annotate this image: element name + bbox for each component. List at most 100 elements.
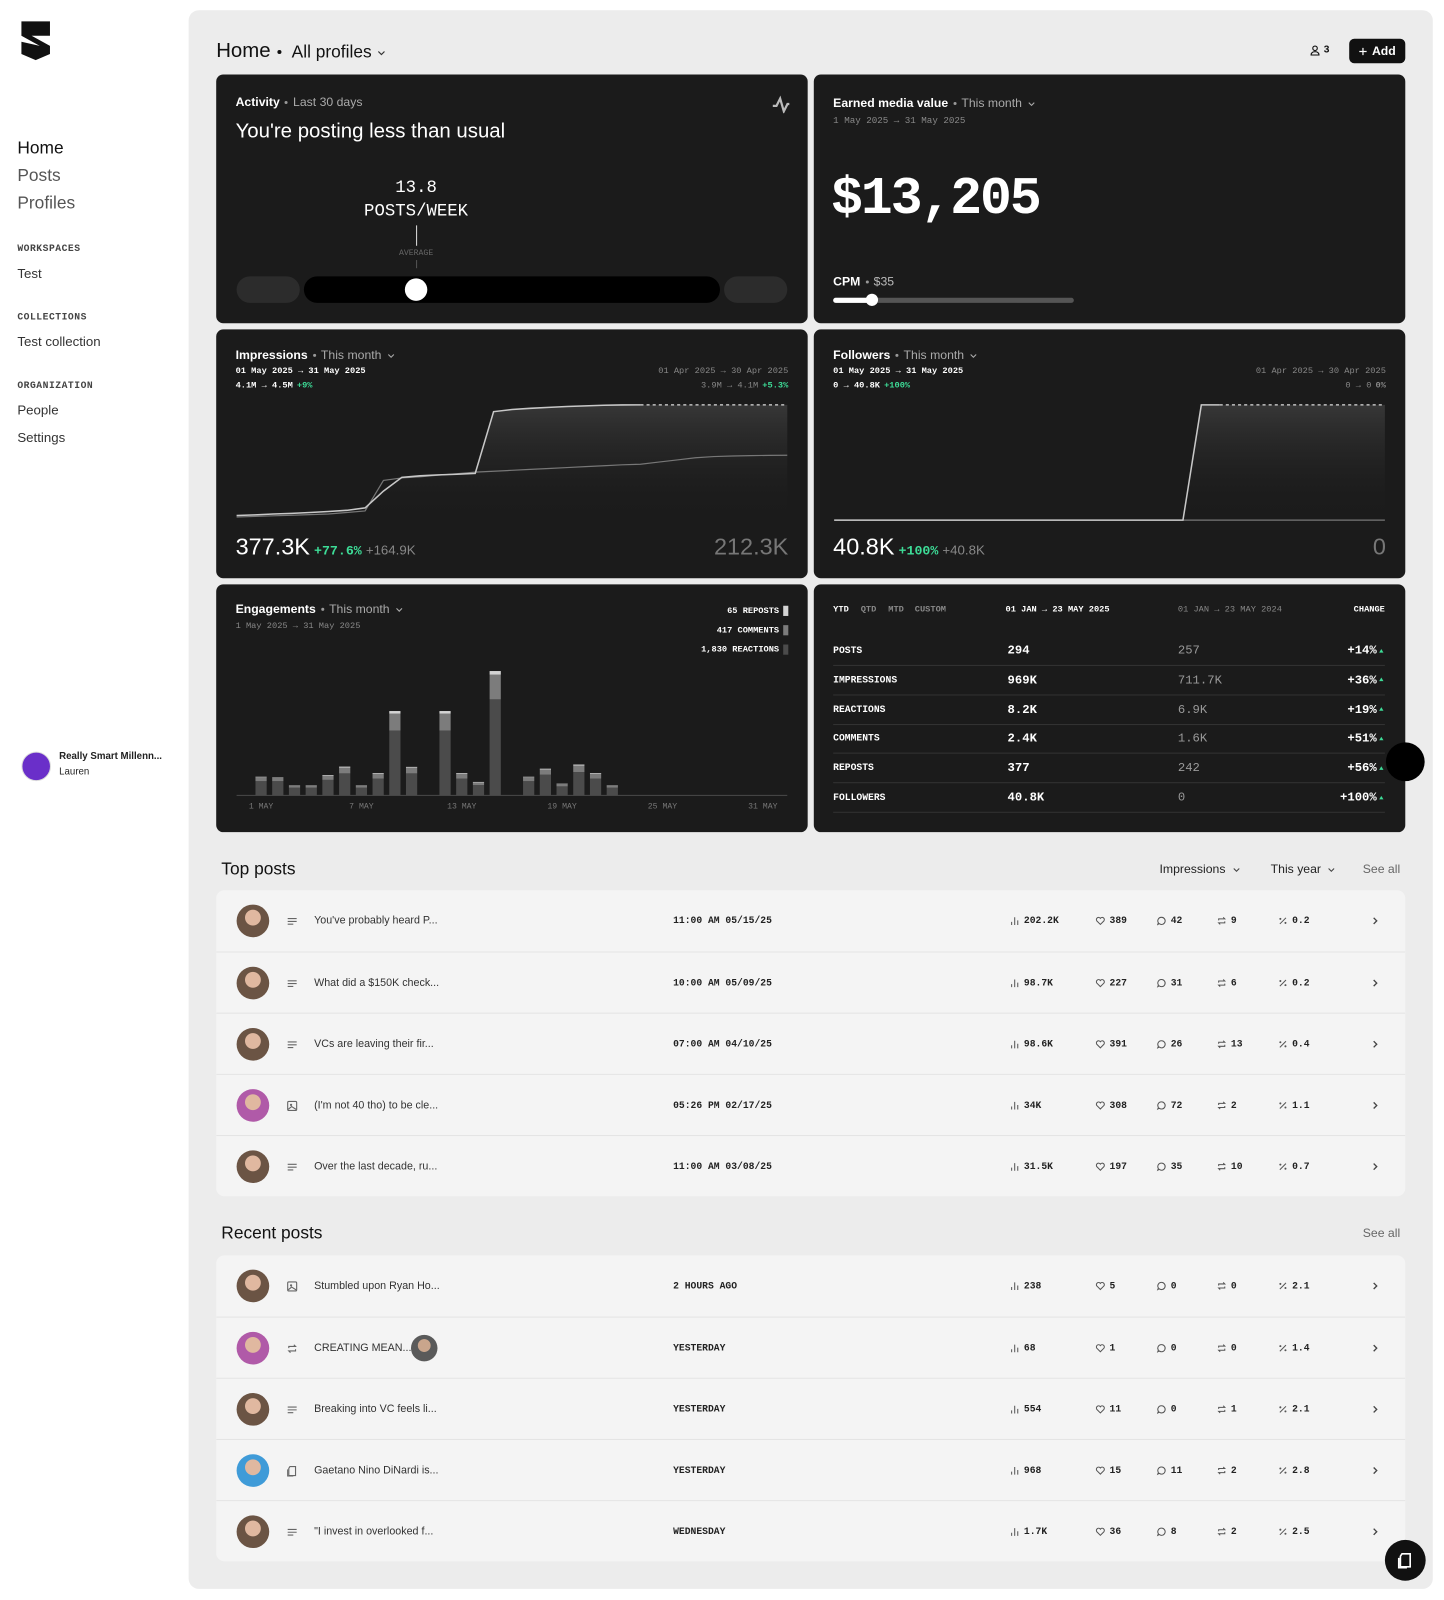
impressions-icon-part xyxy=(1011,979,1019,988)
metric-comments: 26 xyxy=(1170,1038,1183,1050)
change: +19% xyxy=(1347,703,1385,715)
section-title: ORGANIZATION xyxy=(17,379,94,391)
post-time: YESTERDAY xyxy=(673,1342,726,1354)
period-tab[interactable]: CUSTOM xyxy=(914,604,946,615)
scroll-handle[interactable] xyxy=(1385,742,1425,782)
see-all[interactable]: See all xyxy=(1362,861,1401,877)
chat-button[interactable] xyxy=(1384,1539,1426,1581)
change: +14% xyxy=(1347,645,1385,657)
range-values-text: 4.1M → 4.5M xyxy=(235,380,293,391)
metric-impressions: 98.7K xyxy=(1023,977,1053,989)
pulse-icon xyxy=(772,95,790,114)
nav-item[interactable]: Profiles xyxy=(17,193,76,213)
account-user: Lauren xyxy=(59,766,90,778)
compare-change: 0% xyxy=(1375,380,1386,391)
bar-segment xyxy=(573,772,585,796)
total-row: 377.3K +77.6% +164.9K xyxy=(236,534,416,558)
reposts-icon xyxy=(1217,1344,1227,1353)
right-icon-part xyxy=(1373,1282,1378,1290)
rate-icon-part xyxy=(1279,1467,1287,1474)
post-row[interactable]: VCs are leaving their fir... 07:00 AM 04/… xyxy=(216,1012,1406,1075)
period-tab[interactable]: QTD xyxy=(860,604,877,615)
post-row[interactable]: Breaking into VC feels li... YESTERDAY 554… xyxy=(216,1377,1406,1440)
metric-rate: 2.1 xyxy=(1292,1403,1310,1415)
post-row[interactable]: "I invest in overlooked f... WEDNESDAY 1.7… xyxy=(216,1500,1406,1561)
list-filter[interactable]: Impressions xyxy=(1160,863,1241,875)
card-period: Last 30 days xyxy=(293,94,363,110)
chevron-icon xyxy=(378,50,386,55)
nav-item[interactable]: Home xyxy=(17,138,64,158)
impressions-icon-part xyxy=(1011,1405,1019,1414)
post-row[interactable]: Over the last decade, ru... 11:00 AM 03/0… xyxy=(216,1135,1406,1196)
post-row[interactable]: (I'm not 40 tho) to be cle... 05:26 PM 02… xyxy=(216,1073,1406,1136)
rate-icon xyxy=(1279,917,1287,925)
chevron-icon-part xyxy=(378,50,386,55)
card-header[interactable]: Activity Last 30 days xyxy=(236,96,363,108)
metric-rate: 0.7 xyxy=(1292,1160,1310,1173)
post-row[interactable]: Gaetano Nino DiNardi is... YESTERDAY 968 15… xyxy=(216,1438,1406,1501)
bar-segment xyxy=(439,711,451,714)
image-icon-part xyxy=(287,1100,298,1112)
card-header[interactable]: Engagements This month xyxy=(236,603,404,615)
section-item[interactable]: People xyxy=(17,402,59,418)
period-tab[interactable]: MTD xyxy=(888,604,904,615)
card-header[interactable]: Earned media value This month xyxy=(833,97,1036,109)
post-text: VCs are leaving their fir... xyxy=(314,1037,434,1051)
post-row[interactable]: What did a $150K check... 10:00 AM 05/09/… xyxy=(216,951,1406,1013)
members-button[interactable]: 3 xyxy=(1309,44,1329,56)
section-item[interactable]: Test collection xyxy=(17,333,101,350)
range: 01 May 2025 → 31 May 2025 xyxy=(833,365,964,377)
current-value: 294 xyxy=(1007,643,1030,658)
comments-icon xyxy=(1156,1281,1166,1291)
nav-item[interactable]: Posts xyxy=(17,165,61,186)
pulse-icon-part xyxy=(772,95,790,114)
rate-icon-part xyxy=(1279,917,1287,925)
metric-reposts: 0 xyxy=(1230,1280,1237,1292)
post-row[interactable]: CREATING MEAN... YESTERDAY 68 1 0 0 1.4 xyxy=(216,1316,1406,1379)
profile-filter-label: All profiles xyxy=(291,42,372,62)
bar-chart xyxy=(236,671,788,796)
rate-icon-part xyxy=(1284,1349,1287,1352)
card-header[interactable]: Followers This month xyxy=(833,349,978,361)
doc-icon-part xyxy=(287,1469,294,1477)
add-button[interactable]: Add xyxy=(1349,38,1406,64)
right-icon xyxy=(1373,1163,1378,1171)
comments-icon xyxy=(1156,1162,1166,1172)
account-org: Really Smart Millenn... xyxy=(59,750,162,763)
compare-total: 212.3K xyxy=(713,532,789,560)
slider-knob[interactable] xyxy=(404,278,428,301)
bar-segment xyxy=(355,785,368,788)
bar-segment xyxy=(539,774,551,796)
metric-comments: 35 xyxy=(1170,1160,1183,1173)
total-value: 40.8K xyxy=(833,532,895,560)
metric-impressions: 238 xyxy=(1023,1280,1042,1292)
text-icon xyxy=(287,1163,297,1171)
account-avatar[interactable] xyxy=(21,751,51,782)
chevron-icon xyxy=(1328,867,1335,872)
section-item[interactable]: Test xyxy=(17,265,42,281)
list-filter[interactable]: This year xyxy=(1271,863,1337,875)
bar-segment xyxy=(272,778,284,782)
metric-likes: 197 xyxy=(1109,1160,1127,1173)
period-tab[interactable]: YTD xyxy=(833,604,849,615)
section-item[interactable]: Settings xyxy=(17,429,66,446)
metric-likes: 227 xyxy=(1109,977,1127,989)
cpm-knob[interactable] xyxy=(865,293,879,306)
card-header[interactable]: Impressions This month xyxy=(236,349,396,361)
post-row[interactable]: Stumbled upon Ryan Ho... 2 HOURS AGO 238 5 0… xyxy=(216,1255,1405,1316)
change-value: +19% xyxy=(1347,702,1377,717)
post-row[interactable]: You've probably heard P... 11:00 AM 05/15… xyxy=(216,890,1405,951)
slider-pill xyxy=(236,276,300,303)
impressions-icon-part xyxy=(1011,1040,1019,1049)
profile-filter[interactable]: All profiles xyxy=(291,42,387,62)
impressions-icon xyxy=(1011,1344,1019,1353)
text-icon-part xyxy=(287,1528,297,1536)
right-icon xyxy=(1373,1101,1378,1109)
legend-label: 417 COMMENTS xyxy=(716,624,780,636)
card-label: Activity xyxy=(235,94,280,110)
column-header: CHANGE xyxy=(1353,604,1385,615)
see-all[interactable]: See all xyxy=(1362,1225,1401,1241)
right-icon xyxy=(1373,1344,1378,1352)
list-filter-label: This year xyxy=(1270,861,1322,877)
